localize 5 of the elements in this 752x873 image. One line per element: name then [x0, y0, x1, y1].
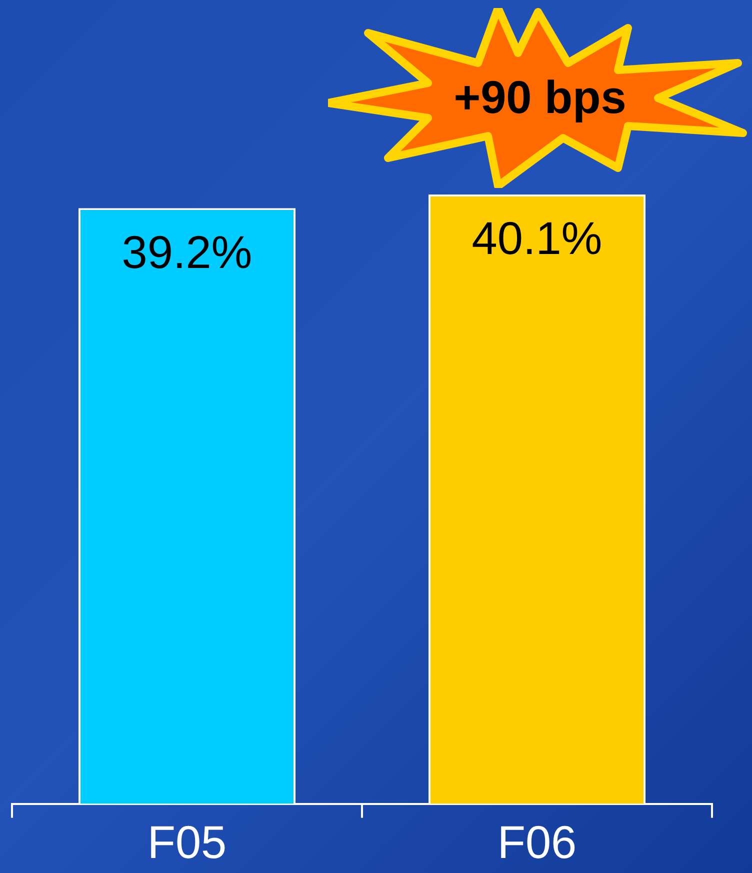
x-tick-label: F06: [497, 816, 577, 868]
x-tick-label: F05: [147, 816, 227, 868]
text: +90 bps: [452, 70, 628, 124]
data-label: 39.2%: [122, 226, 252, 278]
data-label: 40.1%: [472, 212, 602, 264]
